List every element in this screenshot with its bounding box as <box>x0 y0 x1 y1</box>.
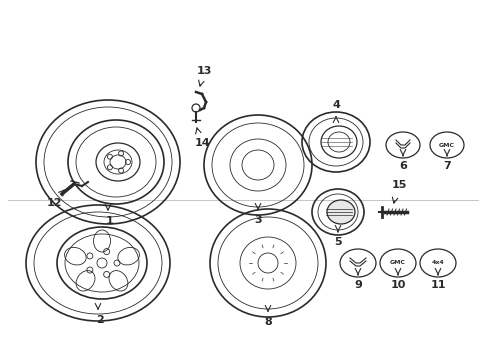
Text: 13: 13 <box>196 66 212 76</box>
Text: 3: 3 <box>254 215 262 225</box>
Text: 12: 12 <box>46 198 62 208</box>
Text: 5: 5 <box>334 237 342 247</box>
Text: 10: 10 <box>391 280 406 290</box>
Text: 4: 4 <box>332 100 340 110</box>
Text: 11: 11 <box>430 280 446 290</box>
Text: 15: 15 <box>392 180 407 190</box>
Text: 8: 8 <box>264 317 272 327</box>
Text: 1: 1 <box>106 216 114 226</box>
Text: 9: 9 <box>354 280 362 290</box>
Text: 7: 7 <box>443 161 451 171</box>
Text: 4x4: 4x4 <box>432 261 444 266</box>
Ellipse shape <box>327 200 355 224</box>
Text: GMC: GMC <box>439 143 455 148</box>
Text: 2: 2 <box>96 315 104 325</box>
Text: 14: 14 <box>194 138 210 148</box>
Text: 6: 6 <box>399 161 407 171</box>
Text: GMC: GMC <box>390 261 406 266</box>
